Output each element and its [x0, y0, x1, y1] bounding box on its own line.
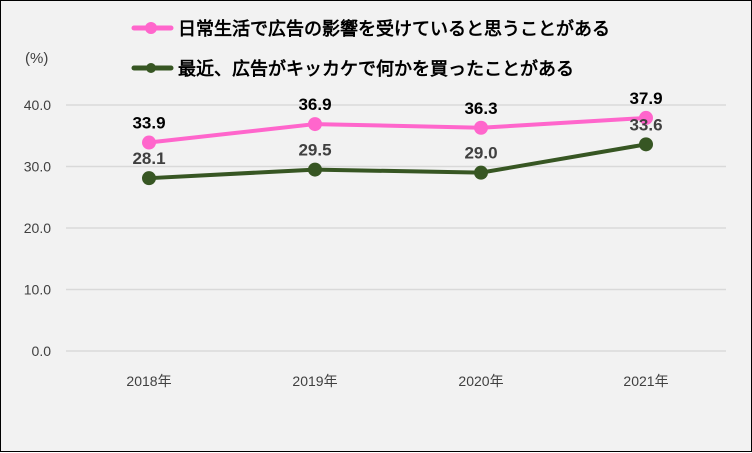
x-tick-label: 2019年: [292, 373, 337, 389]
y-tick-label: 20.0: [24, 220, 51, 236]
y-tick-label: 40.0: [24, 97, 51, 113]
data-point: [639, 110, 653, 125]
data-point: [474, 120, 488, 135]
legend-marker: [145, 22, 157, 34]
legend-marker: [146, 63, 156, 73]
data-label: 33.6: [629, 115, 662, 134]
data-point: [142, 171, 156, 186]
data-label: 37.9: [629, 89, 662, 108]
data-point: [308, 117, 322, 132]
data-point: [474, 165, 488, 180]
data-label: 29.0: [464, 144, 497, 163]
x-tick-label: 2020年: [458, 373, 503, 389]
y-axis-unit: (%): [25, 50, 48, 67]
series-line-1: [148, 142, 647, 181]
data-label: 29.5: [298, 141, 331, 160]
data-label: 33.9: [132, 114, 165, 133]
legend-label: 最近、広告がキッカケで何かを買ったことがある: [178, 58, 574, 79]
y-tick-label: 0.0: [32, 343, 52, 359]
legend-label: 日常生活で広告の影響を受けていると思うことがある: [178, 18, 610, 39]
data-point: [308, 162, 322, 177]
data-label: 28.1: [132, 149, 165, 168]
x-tick-label: 2021年: [623, 373, 668, 389]
data-point: [639, 137, 653, 152]
data-label: 36.3: [464, 99, 497, 118]
data-point: [142, 135, 156, 150]
x-tick-label: 2018年: [126, 373, 171, 389]
data-label: 36.9: [298, 95, 331, 114]
y-tick-label: 10.0: [24, 282, 51, 298]
series-line-0: [148, 115, 647, 145]
y-tick-label: 30.0: [24, 159, 51, 175]
